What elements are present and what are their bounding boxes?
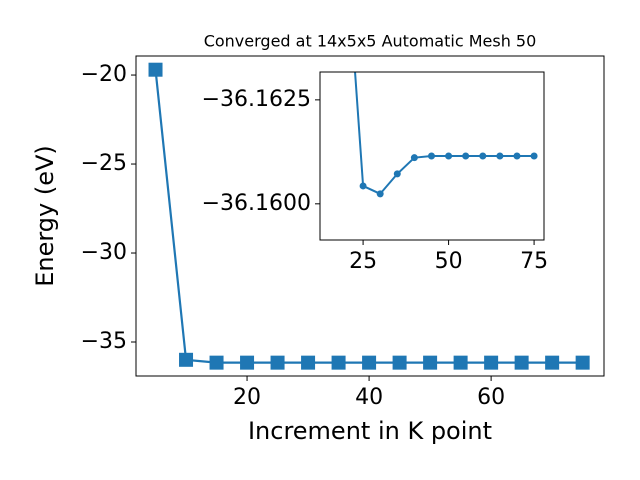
marker [301, 355, 316, 370]
axes-frame [319, 71, 545, 241]
x-tick-label: 40 [355, 385, 383, 410]
marker [270, 355, 285, 370]
marker [240, 355, 255, 370]
marker [445, 152, 453, 160]
marker [530, 152, 538, 160]
x-tick-label: 25 [349, 249, 377, 274]
y-tick-label: −30 [81, 240, 127, 265]
marker [209, 355, 224, 370]
marker [513, 152, 521, 160]
marker [453, 355, 468, 370]
x-tick-label: 50 [435, 249, 463, 274]
x-tick-label: 75 [520, 249, 548, 274]
plot-content [354, 72, 538, 198]
x-tick-label: 20 [233, 385, 261, 410]
plot-content [148, 62, 590, 370]
y-tick-label: −36.1600 [202, 191, 311, 216]
marker [479, 152, 487, 160]
marker [359, 182, 367, 190]
marker [392, 355, 407, 370]
x-tick-label: 60 [477, 385, 505, 410]
marker [575, 355, 590, 370]
marker [362, 355, 377, 370]
y-axis-label: Energy (eV) [31, 145, 59, 287]
marker [484, 355, 499, 370]
marker [148, 62, 163, 77]
marker [427, 152, 435, 160]
marker [514, 355, 529, 370]
marker [462, 152, 470, 160]
axes-frame [135, 55, 605, 377]
chart-title: Converged at 14x5x5 Automatic Mesh 50 [204, 32, 537, 51]
y-tick-label: −20 [81, 62, 127, 87]
marker [331, 355, 346, 370]
marker [179, 352, 194, 367]
marker [545, 355, 560, 370]
x-axis-label: Increment in K point [248, 417, 492, 445]
y-tick-label: −35 [81, 329, 127, 354]
y-tick-label: −36.1625 [202, 87, 311, 112]
marker [423, 355, 438, 370]
marker [376, 190, 384, 198]
y-tick-label: −25 [81, 151, 127, 176]
marker [410, 154, 418, 162]
marker [393, 170, 401, 178]
marker [496, 152, 504, 160]
